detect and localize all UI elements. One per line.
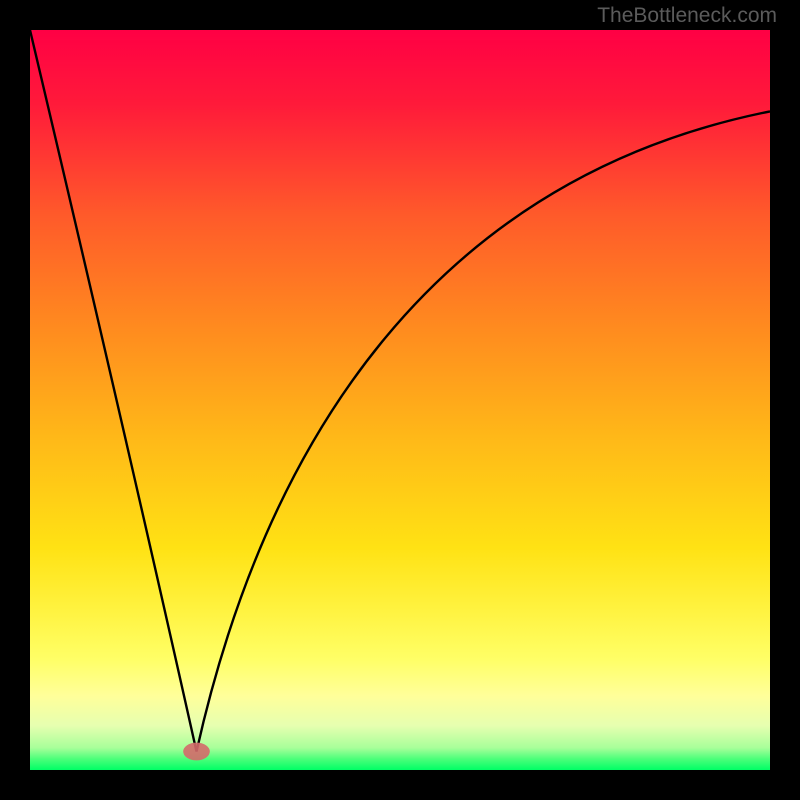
apex-marker [183,743,210,761]
chart-svg [0,0,800,800]
plot-background [30,30,770,770]
watermark-text: TheBottleneck.com [597,4,777,28]
chart-frame: TheBottleneck.com [0,0,800,800]
